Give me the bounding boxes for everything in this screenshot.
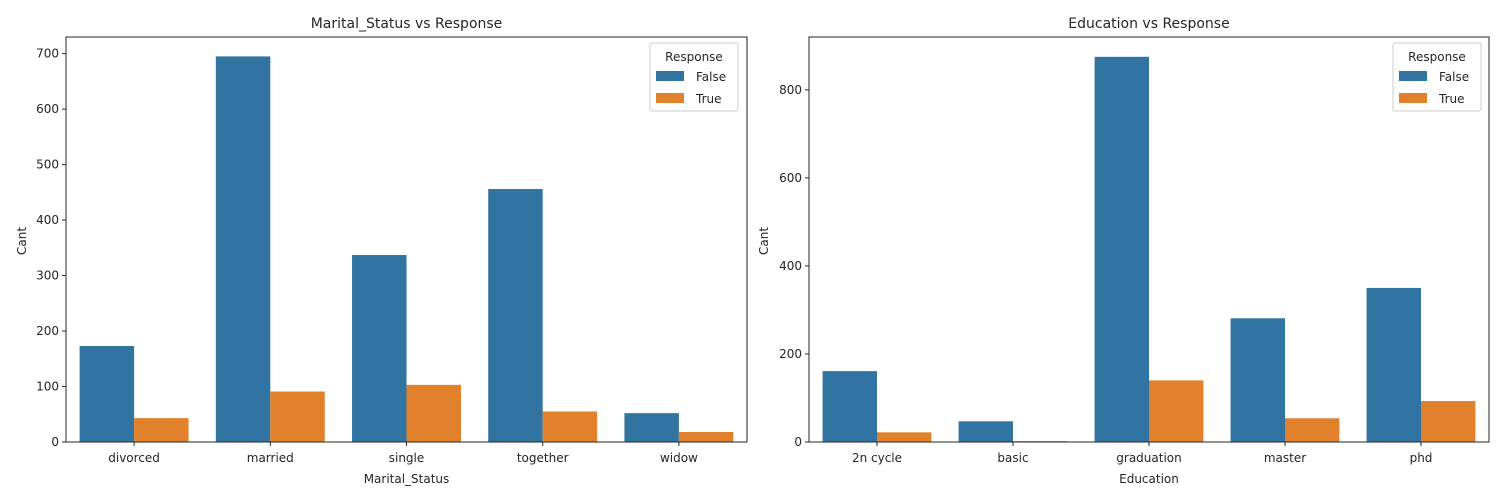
legend-label-false: False [1439, 70, 1469, 84]
x-tick-label: basic [997, 451, 1028, 465]
x-tick-label: phd [1410, 451, 1433, 465]
y-tick-label: 600 [779, 171, 802, 185]
bar-false-widow [624, 413, 679, 442]
chart-title: Marital_Status vs Response [311, 16, 503, 32]
y-axis-label: Cant [757, 227, 771, 255]
y-tick-label: 400 [779, 259, 802, 273]
bar-false-graduation [1094, 56, 1149, 443]
bar-true-together [542, 411, 598, 442]
legend-label-true: True [1438, 92, 1465, 106]
x-axis-label: Marital_Status [364, 472, 450, 486]
legend-title: Response [1408, 50, 1466, 64]
bar-true-master [1285, 418, 1340, 442]
y-tick-label: 200 [779, 347, 802, 361]
bar-false-single [352, 255, 407, 442]
x-tick-label: 2n cycle [852, 451, 902, 465]
marital-status-chart: Marital_Status vs Response Cant Marital_… [15, 16, 748, 486]
bar-false-2n-cycle [822, 371, 877, 443]
x-tick-label: widow [660, 451, 698, 465]
x-tick-label: divorced [108, 451, 160, 465]
y-tick-label: 400 [36, 213, 59, 227]
legend-swatch-true [1399, 93, 1427, 103]
y-tick-label: 100 [36, 380, 59, 394]
bar-false-master [1230, 318, 1285, 442]
bar-true-widow [678, 432, 734, 442]
legend-swatch-false [656, 71, 684, 81]
bar-false-basic [958, 421, 1013, 442]
y-tick-label: 0 [51, 435, 59, 449]
education-chart: Education vs Response Cant Education 0 20… [757, 16, 1490, 486]
bar-false-married [215, 56, 271, 443]
legend-swatch-true [656, 93, 684, 103]
x-tick-label: single [389, 451, 425, 465]
bar-false-phd [1366, 287, 1421, 442]
y-tick-label: 700 [36, 47, 59, 61]
y-tick-label: 600 [36, 102, 59, 116]
bar-true-divorced [134, 418, 189, 442]
bar-false-divorced [79, 346, 135, 442]
bar-true-single [406, 384, 461, 442]
x-tick-label: married [247, 451, 294, 465]
bar-true-married [270, 391, 325, 442]
chart-title: Education vs Response [1068, 16, 1229, 32]
y-tick-label: 500 [36, 158, 59, 172]
legend: Response False True [649, 42, 739, 112]
x-tick-label: master [1264, 451, 1306, 465]
legend-label-false: False [696, 70, 726, 84]
legend: Response False True [1392, 42, 1482, 112]
y-tick-label: 800 [779, 83, 802, 97]
bar-true-graduation [1149, 380, 1204, 442]
legend-label-true: True [695, 92, 722, 106]
y-tick-label: 300 [36, 269, 59, 283]
x-axis-label: Education [1119, 472, 1179, 486]
legend-swatch-false [1399, 71, 1427, 81]
bar-false-together [488, 189, 543, 442]
plot-area: 0 200 400 600 800 2n cycle basic graduation mast… [779, 36, 1490, 465]
x-tick-label: together [517, 451, 569, 465]
y-tick-label: 200 [36, 324, 59, 338]
bar-true-2n-cycle [877, 432, 932, 442]
x-tick-label: graduation [1116, 451, 1181, 465]
bar-true-phd [1421, 401, 1476, 442]
legend-title: Response [665, 50, 723, 64]
y-axis-label: Cant [15, 227, 29, 255]
plot-area: 0 100 200 300 400 500 600 700 divorced married sin… [36, 36, 748, 465]
y-tick-label: 0 [794, 435, 802, 449]
